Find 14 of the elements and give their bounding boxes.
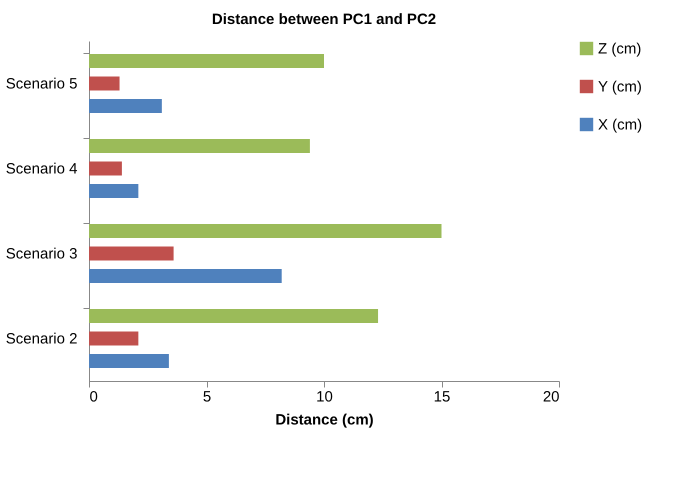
x-axis-title: Distance (cm) [275,412,374,428]
x-tick-label: 5 [202,388,212,406]
x-tick-label: 20 [542,388,560,406]
legend-label: Z (cm) [598,40,642,58]
x-tick-label: 15 [434,388,450,406]
legend-label: Y (cm) [598,78,642,96]
y-tick-label: Scenario 5 [6,76,78,92]
y-tick-label: Scenario 3 [6,246,78,262]
chart-title: Distance between PC1 and PC2 [212,11,436,28]
y-tick-label: Scenario 4 [6,160,78,178]
x-tick-label: 0 [90,388,98,406]
y-tick-label: Scenario 2 [6,330,78,348]
legend-label: X (cm) [598,116,642,134]
x-tick-label: 10 [316,388,333,406]
